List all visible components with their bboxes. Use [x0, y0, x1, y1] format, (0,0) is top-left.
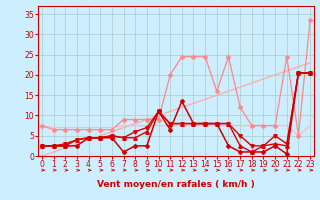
X-axis label: Vent moyen/en rafales ( km/h ): Vent moyen/en rafales ( km/h )	[97, 180, 255, 189]
